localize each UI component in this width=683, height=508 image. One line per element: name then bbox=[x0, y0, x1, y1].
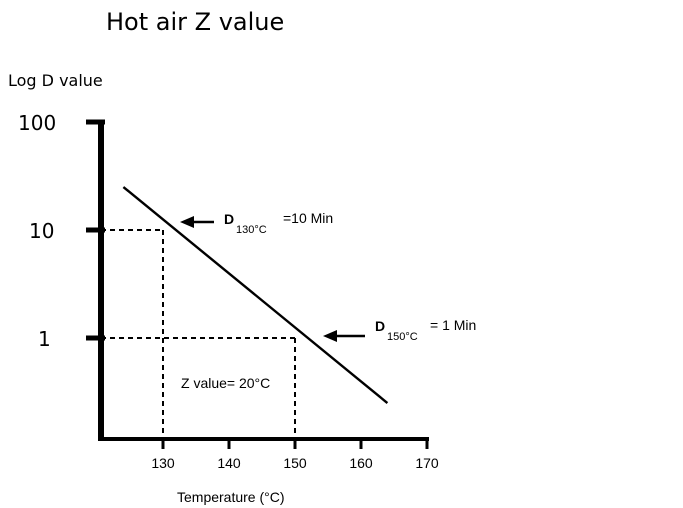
reference-label-suffix-2: = 1 Min bbox=[430, 317, 476, 333]
reference-label-sub-1: 130°C bbox=[236, 224, 267, 236]
y-tick-label-10: 10 bbox=[29, 219, 54, 243]
y-tick-label-100: 100 bbox=[18, 111, 56, 135]
reference-label-prefix-1: D bbox=[224, 211, 234, 227]
y-axis-label: Log D value bbox=[8, 71, 103, 90]
data-line bbox=[122, 186, 389, 404]
reference-arrow-head-2 bbox=[323, 330, 337, 342]
guides-layer bbox=[101, 229, 296, 439]
x-tick-label-140: 140 bbox=[217, 455, 241, 471]
x-tick-label-160: 160 bbox=[349, 455, 373, 471]
reference-label-suffix-1: =10 Min bbox=[283, 210, 333, 226]
x-tick-label-170: 170 bbox=[415, 455, 439, 471]
x-tick-label-130: 130 bbox=[151, 455, 175, 471]
z-value-annotation: Z value= 20°C bbox=[181, 375, 270, 391]
chart-title: Hot air Z value bbox=[106, 8, 284, 36]
reference-label-prefix-2: D bbox=[375, 318, 385, 334]
reference-arrow-head-1 bbox=[180, 216, 194, 228]
x-tick-label-150: 150 bbox=[283, 455, 307, 471]
x-axis-label: Temperature (°C) bbox=[177, 489, 285, 505]
ticks-layer: 130 140 150 160 170 100 10 1 bbox=[18, 111, 439, 471]
reference-label-sub-2: 150°C bbox=[387, 331, 418, 343]
y-tick-label-1: 1 bbox=[38, 327, 51, 351]
line-layer bbox=[122, 186, 389, 404]
